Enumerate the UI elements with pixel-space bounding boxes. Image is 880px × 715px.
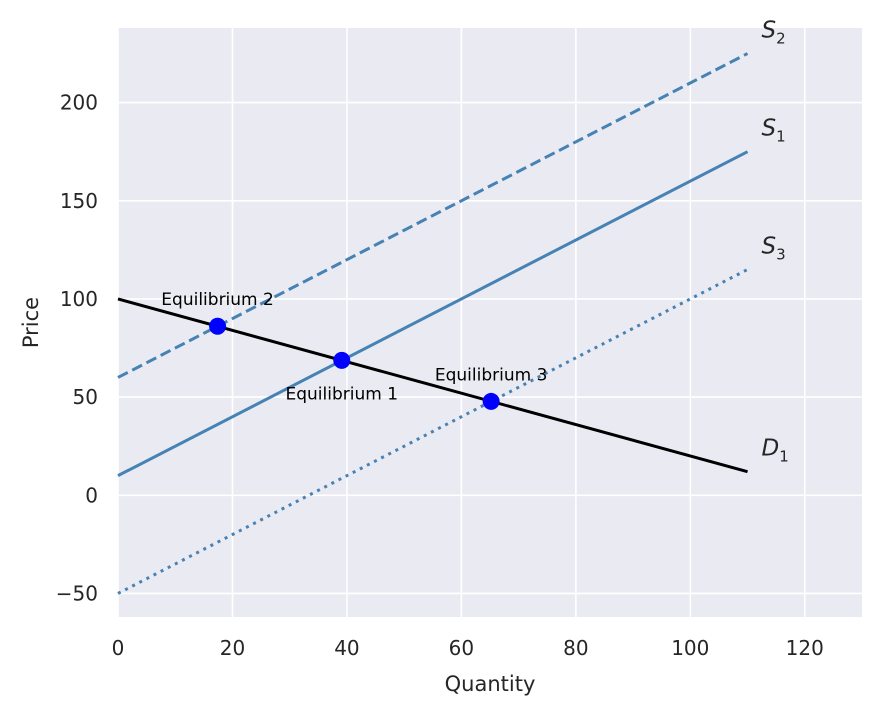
- equilibrium-label: Equilibrium 1: [285, 384, 398, 404]
- equilibrium-point: [333, 351, 351, 369]
- series-label-s2: S2: [762, 18, 786, 48]
- y-tick-label: −50: [56, 581, 98, 605]
- x-tick-label: 40: [334, 636, 359, 660]
- equilibrium-point: [482, 392, 500, 410]
- x-tick-label: 100: [671, 636, 709, 660]
- y-tick-label: 50: [73, 385, 98, 409]
- x-axis-label: Quantity: [445, 672, 536, 696]
- x-tick-label: 60: [449, 636, 474, 660]
- equilibrium-point: [209, 317, 227, 335]
- x-tick-labels: 0 20 40 60 80 100 120: [112, 636, 824, 660]
- y-tick-label: 100: [60, 287, 98, 311]
- grid: [117, 28, 862, 617]
- series-line-s1: [117, 150, 749, 477]
- x-tick-label: 80: [563, 636, 588, 660]
- x-tick-label: 120: [786, 636, 824, 660]
- plot-background: [118, 28, 862, 617]
- series-line-s3: [117, 268, 749, 595]
- y-tick-label: 0: [85, 483, 98, 507]
- x-tick-label: 20: [220, 636, 245, 660]
- y-tick-labels: −50 0 50 100 150 200: [56, 91, 98, 606]
- y-tick-label: 150: [60, 189, 98, 213]
- equilibrium-points: Equilibrium 1 Equilibrium 2 Equilibrium 3: [161, 290, 547, 410]
- equilibrium-label: Equilibrium 2: [161, 290, 274, 310]
- y-tick-label: 200: [60, 91, 98, 115]
- x-tick-label: 0: [112, 636, 125, 660]
- y-axis-label: Price: [19, 297, 43, 348]
- equilibrium-label: Equilibrium 3: [435, 365, 548, 385]
